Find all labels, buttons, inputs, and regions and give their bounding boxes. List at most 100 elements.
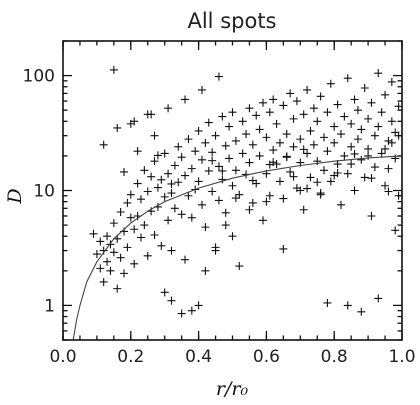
data-point xyxy=(333,169,342,178)
data-point xyxy=(279,244,288,253)
data-point xyxy=(377,108,386,117)
data-point xyxy=(218,175,227,184)
data-point xyxy=(116,253,125,262)
data-point xyxy=(96,264,105,273)
data-point xyxy=(113,123,122,132)
data-point xyxy=(245,104,254,113)
data-point xyxy=(228,181,237,190)
data-point xyxy=(123,198,132,207)
data-point xyxy=(381,90,390,99)
data-point xyxy=(235,262,244,271)
data-point xyxy=(384,136,393,145)
data-point xyxy=(245,205,254,214)
data-point xyxy=(374,294,383,303)
chart-title: All spots xyxy=(187,9,276,33)
data-point xyxy=(187,164,196,173)
y-tick-label: 100 xyxy=(23,67,55,87)
data-point xyxy=(194,301,203,310)
data-point xyxy=(296,186,305,195)
data-point xyxy=(367,174,376,183)
data-point xyxy=(357,125,366,134)
data-point xyxy=(143,251,152,260)
data-point xyxy=(123,243,132,252)
data-point xyxy=(181,171,190,180)
data-point xyxy=(381,181,390,190)
data-point xyxy=(279,194,288,203)
data-point xyxy=(194,177,203,186)
data-point xyxy=(228,108,237,117)
data-point xyxy=(150,131,159,140)
data-point xyxy=(225,122,234,131)
data-point xyxy=(92,250,101,259)
data-point xyxy=(204,118,213,127)
data-point xyxy=(201,266,210,275)
data-point xyxy=(299,145,308,154)
data-point xyxy=(309,140,318,149)
data-point xyxy=(238,117,247,126)
data-point xyxy=(357,307,366,316)
data-point xyxy=(265,108,274,117)
x-axis-label: r/r₀ xyxy=(216,378,249,400)
data-point xyxy=(347,142,356,151)
data-point xyxy=(272,119,281,128)
data-point xyxy=(387,77,396,86)
data-point xyxy=(113,284,122,293)
data-point xyxy=(330,138,339,147)
data-point xyxy=(231,166,240,175)
data-point xyxy=(286,167,295,176)
data-point xyxy=(255,125,264,134)
data-point xyxy=(106,266,115,275)
data-point xyxy=(286,89,295,98)
data-point xyxy=(221,221,230,230)
points-layer xyxy=(89,65,403,318)
data-point xyxy=(211,131,220,140)
fit-curve xyxy=(72,155,403,341)
data-point xyxy=(387,138,396,147)
data-point xyxy=(197,200,206,209)
data-point xyxy=(262,133,271,142)
data-point xyxy=(336,200,345,209)
data-point xyxy=(208,156,217,165)
data-point xyxy=(160,149,169,158)
data-point xyxy=(181,255,190,264)
data-point xyxy=(364,114,373,123)
data-point xyxy=(231,136,240,145)
data-point xyxy=(170,204,179,213)
data-point xyxy=(231,194,240,203)
data-point xyxy=(133,179,142,188)
data-point xyxy=(316,190,325,199)
data-point xyxy=(214,162,223,171)
y-tick-label: 1 xyxy=(44,296,55,316)
data-point xyxy=(391,226,400,235)
data-point xyxy=(381,144,390,153)
data-point xyxy=(343,169,352,178)
data-point xyxy=(181,95,190,104)
data-point xyxy=(248,198,257,207)
data-point xyxy=(221,141,230,150)
data-point xyxy=(340,112,349,121)
data-point xyxy=(103,232,112,241)
data-point xyxy=(370,163,379,172)
x-axis: 0.0 0.2 0.4 0.6 0.8 1.0 xyxy=(49,41,416,367)
data-point xyxy=(275,138,284,147)
data-point xyxy=(387,117,396,126)
data-point xyxy=(235,190,244,199)
data-point xyxy=(194,126,203,135)
data-point xyxy=(120,167,129,176)
data-point xyxy=(353,135,362,144)
data-point xyxy=(347,160,356,169)
data-point xyxy=(164,216,173,225)
data-point xyxy=(147,110,156,119)
data-point xyxy=(140,166,149,175)
data-point xyxy=(377,149,386,158)
data-point xyxy=(259,98,268,107)
data-point xyxy=(245,158,254,167)
data-point xyxy=(323,147,332,156)
y-axis-label: D xyxy=(4,188,26,204)
data-point xyxy=(367,211,376,220)
data-point xyxy=(360,173,369,182)
data-point xyxy=(201,223,210,232)
data-point xyxy=(384,164,393,173)
data-point xyxy=(364,144,373,153)
